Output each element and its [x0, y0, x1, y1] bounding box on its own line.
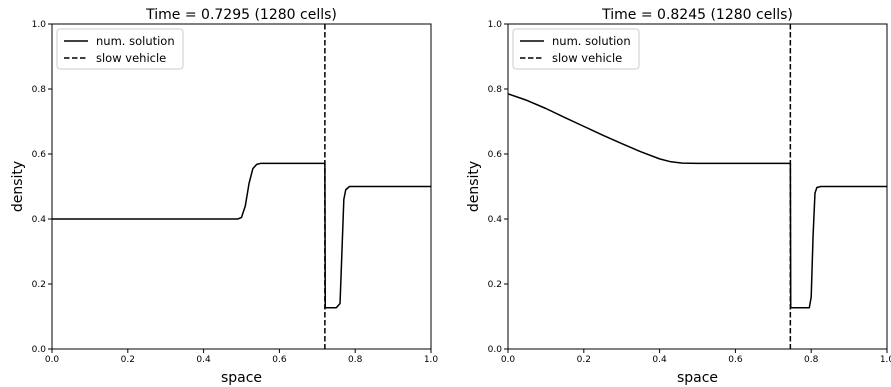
- y-axis-label: density: [10, 161, 26, 212]
- legend-label: slow vehicle: [552, 51, 622, 65]
- x-tick-label: 0.8: [804, 355, 819, 365]
- x-tick-label: 0.0: [45, 355, 60, 365]
- y-tick-label: 0.2: [32, 280, 46, 290]
- chart-panel-2: Time = 0.8245 (1280 cells) 0.0 0.2 0.4 0.6 0.…: [466, 7, 891, 386]
- x-tick-label: 1.0: [880, 355, 891, 365]
- y-tick-label: 0.6: [32, 150, 47, 160]
- legend-label: num. solution: [96, 34, 175, 48]
- series-group: [52, 24, 431, 349]
- y-tick-label: 1.0: [488, 20, 503, 30]
- x-axis-label: space: [221, 370, 262, 386]
- legend-box: [512, 28, 640, 70]
- x-tick-label: 0.2: [577, 355, 591, 365]
- y-tick-label: 0.4: [32, 215, 47, 225]
- legend-label: slow vehicle: [96, 51, 166, 65]
- axes-frame: [507, 23, 888, 350]
- series-num-solution-line: [508, 93, 887, 309]
- x-tick-label: 0.2: [121, 355, 135, 365]
- y-tick-label: 0.0: [32, 345, 47, 355]
- legend: num. solution slow vehicle: [512, 28, 640, 70]
- x-tick-label: 0.4: [652, 355, 667, 365]
- y-tick-label: 0.8: [488, 85, 503, 95]
- series-num-solution-line: [52, 162, 431, 309]
- x-tick-label: 0.0: [501, 355, 516, 365]
- legend: num. solution slow vehicle: [56, 28, 184, 70]
- y-axis-label: density: [466, 161, 482, 212]
- y-tick-label: 1.0: [32, 20, 47, 30]
- x-tick-label: 1.0: [424, 355, 439, 365]
- chart-title: Time = 0.8245 (1280 cells): [601, 7, 793, 23]
- legend-box: [56, 28, 184, 70]
- x-tick-label: 0.6: [272, 355, 287, 365]
- y-tick-label: 0.2: [488, 280, 502, 290]
- chart-title: Time = 0.7295 (1280 cells): [145, 7, 337, 23]
- y-tick-label: 0.4: [488, 215, 503, 225]
- series-group: [508, 24, 887, 349]
- x-tick-label: 0.6: [728, 355, 743, 365]
- legend-label: num. solution: [552, 34, 631, 48]
- y-tick-label: 0.0: [488, 345, 503, 355]
- x-axis-label: space: [677, 370, 718, 386]
- x-tick-label: 0.4: [196, 355, 211, 365]
- axes-frame: [51, 23, 432, 350]
- x-tick-label: 0.8: [348, 355, 363, 365]
- y-tick-label: 0.8: [32, 85, 47, 95]
- y-tick-label: 0.6: [488, 150, 503, 160]
- chart-panel-1: Time = 0.7295 (1280 cells) 0.0 0.2 0.4 0.6 0.…: [10, 7, 438, 386]
